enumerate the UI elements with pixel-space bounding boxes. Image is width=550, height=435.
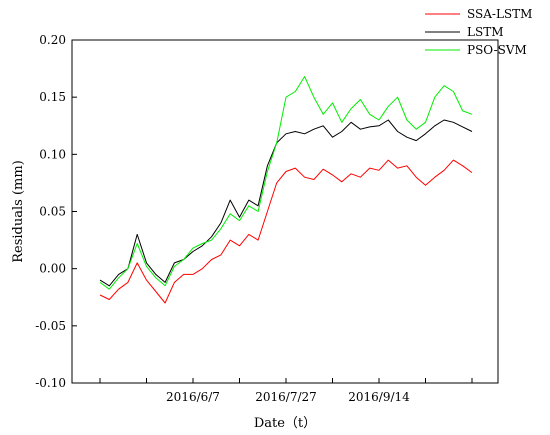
series-line-pso-svm <box>99 76 473 290</box>
y-tick-label: 0.20 <box>39 33 66 47</box>
x-tick-label: 2016/7/27 <box>255 390 317 404</box>
x-tick-label: 2016/9/14 <box>348 390 410 404</box>
legend-label-lstm: LSTM <box>467 25 503 39</box>
y-tick-label: -0.10 <box>35 376 66 390</box>
series-line-ssa-lstm <box>99 159 473 304</box>
legend-label-pso-svm: PSO-SVM <box>467 43 527 57</box>
series-line-lstm <box>99 119 473 287</box>
y-tick-label: 0.10 <box>39 147 66 161</box>
x-tick-label: 2016/6/7 <box>166 390 220 404</box>
plot-area <box>71 39 499 384</box>
series-layer <box>99 76 473 304</box>
y-tick-label: 0.00 <box>39 262 66 276</box>
x-axis-title: Date（t） <box>254 416 316 431</box>
y-axis: -0.10 -0.05 0.00 0.05 0.10 0.15 0.20 <box>35 33 77 390</box>
y-tick-label: 0.15 <box>39 90 66 104</box>
legend-label-ssa-lstm: SSA-LSTM <box>467 7 532 21</box>
y-tick-label: 0.05 <box>39 205 66 219</box>
y-axis-title: Residuals (mm) <box>11 160 26 263</box>
plot-frame <box>71 39 499 384</box>
legend: SSA-LSTM LSTM PSO-SVM <box>425 7 532 57</box>
y-tick-label: -0.05 <box>35 319 66 333</box>
x-axis: 2016/6/7 2016/7/27 2016/9/14 <box>99 378 473 404</box>
